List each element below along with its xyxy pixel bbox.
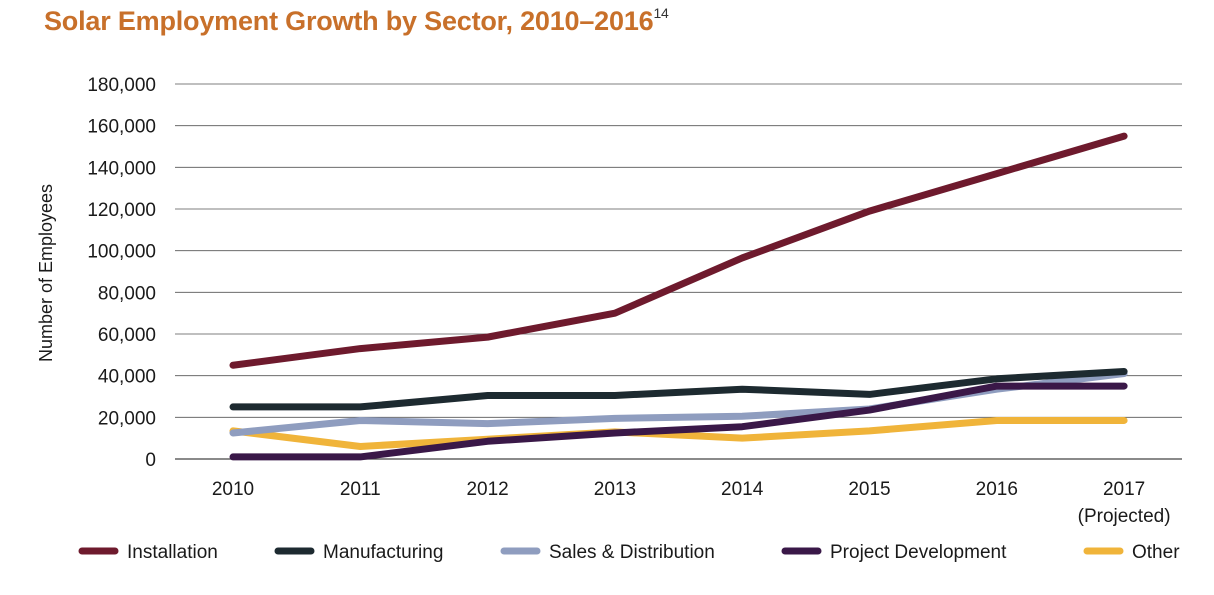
series-line-installation [229, 132, 1128, 369]
chart-title: Solar Employment Growth by Sector, 2010–… [44, 5, 669, 37]
series-line-project-development [229, 382, 1128, 461]
legend: Installation Manufacturing Sales & Distrib… [78, 542, 1180, 563]
y-tick-label: 80,000 [98, 283, 156, 304]
y-axis-ticks: 0 20,000 40,000 60,000 80,000 100,000 120,000 1… [87, 75, 156, 471]
series-line-manufacturing [229, 368, 1128, 411]
series-lines [229, 132, 1128, 461]
legend-label-installation: Installation [127, 542, 218, 563]
y-tick-label: 60,000 [98, 325, 156, 346]
title-footnote: 14 [653, 5, 669, 21]
x-tick-sublabel: (Projected) [1078, 506, 1171, 527]
legend-label-manufacturing: Manufacturing [323, 542, 443, 563]
x-axis-ticks: 2010 2011 2012 2013 2014 2015 2016 2017 (Project… [212, 479, 1171, 527]
gridlines [175, 83, 1182, 460]
x-tick-label: 2015 [848, 479, 890, 500]
legend-label-other: Other [1132, 542, 1180, 563]
y-tick-label: 100,000 [87, 242, 156, 263]
x-tick-label: 2016 [976, 479, 1018, 500]
x-tick-label: 2012 [466, 479, 508, 500]
y-tick-label: 0 [145, 450, 156, 471]
series-line-other [229, 416, 1128, 450]
y-tick-label: 120,000 [87, 200, 156, 221]
legend-label-sales-distribution: Sales & Distribution [549, 542, 715, 563]
y-tick-label: 140,000 [87, 158, 156, 179]
x-tick-label: 2010 [212, 479, 254, 500]
chart-title-text: Solar Employment Growth by Sector, 2010–… [44, 6, 654, 36]
y-tick-label: 40,000 [98, 367, 156, 388]
y-tick-label: 180,000 [87, 75, 156, 96]
y-axis-title: Number of Employees [36, 184, 56, 362]
legend-label-project-development: Project Development [830, 542, 1007, 563]
y-tick-label: 160,000 [87, 117, 156, 138]
y-tick-label: 20,000 [98, 408, 156, 429]
x-tick-label: 2011 [340, 479, 381, 500]
x-tick-label: 2017 [1103, 479, 1145, 500]
x-tick-label: 2014 [721, 479, 764, 500]
x-tick-label: 2013 [594, 479, 636, 500]
